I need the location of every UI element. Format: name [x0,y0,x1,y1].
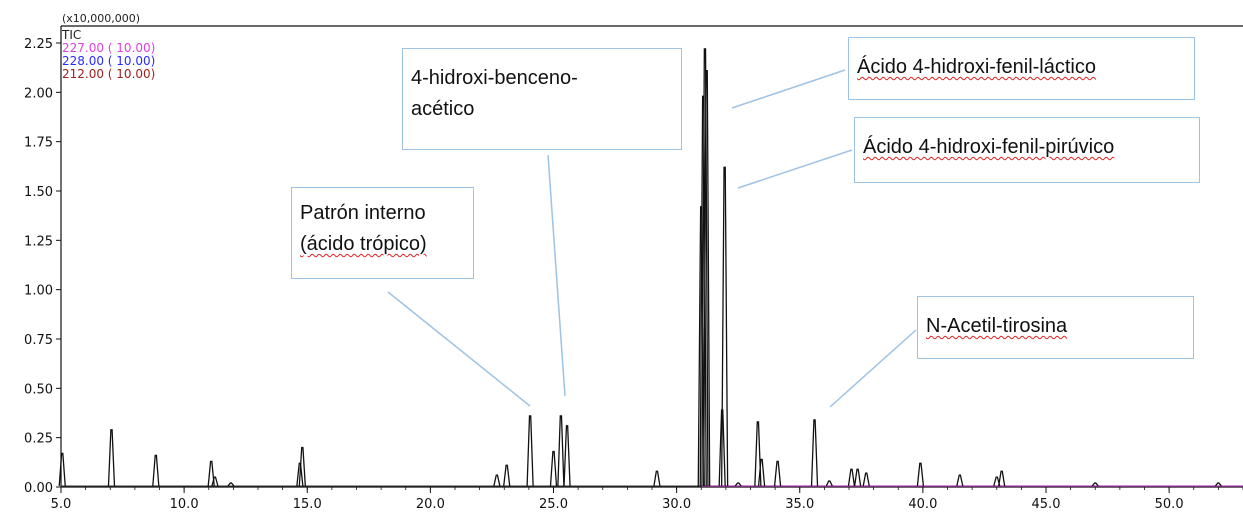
tic-peak [107,429,116,487]
tic-peak [993,476,1001,487]
annotation-acido-piruvico: Ácido 4-hidroxi-fenil-pirúvico [854,117,1200,183]
y-tick-label: 2.25 [24,37,53,52]
legend-entry: TIC [61,28,81,42]
connector-piruvico [737,149,853,189]
annotation-benceno-line1: 4-hidroxi-benceno- [411,67,578,89]
annotation-patron-interno: Patrón interno (ácido trópico) [291,187,474,279]
legend-entry: 228.00 ( 10.00) [62,54,155,68]
y-tick-label: 1.00 [24,284,53,299]
tic-peak [703,69,711,487]
tic-peak [847,468,856,487]
x-tick-label: 40.0 [908,497,937,512]
tic-peak [998,470,1006,487]
tic-peak [211,476,219,487]
axes: (x10,000,000) 0.00 0.25 0.50 0.75 1.00 1.25 1.5… [24,12,1243,512]
tic-peak [734,482,742,487]
annotation-n-acetil-tirosina: N-Acetil-tirosina [917,296,1194,359]
tic-peak [757,458,766,487]
x-tick-label: 15.0 [293,497,322,512]
tic-peak [810,419,819,487]
tic-trace [58,48,1243,487]
callout-connectors [387,69,917,408]
y-tick-label: 1.25 [24,234,53,249]
tic-peak [207,460,215,487]
tic-peak [754,421,762,487]
legend-entry: 227.00 ( 10.00) [62,41,155,55]
y-tick-label: 1.50 [24,185,53,200]
x-tick-label: 30.0 [662,497,691,512]
y-tick-label: 0.50 [24,382,53,397]
connector-patron [387,291,531,407]
annotation-patron-line2: (ácido trópico) [300,233,427,255]
tic-peak [1091,482,1099,487]
tic-peak [503,464,511,487]
legend-entry: 212.00 ( 10.00) [62,67,155,81]
tic-peak [773,460,782,487]
connector-acetil [829,329,917,408]
tic-peak [557,415,565,487]
tic-peak [563,425,571,487]
x-tick-label: 50.0 [1155,497,1184,512]
tic-peak [526,415,534,487]
tic-peak [701,48,709,487]
y-tick-label: 2.00 [24,86,53,101]
tic-peak [549,450,558,487]
y-tick-label: 0.00 [24,481,53,496]
tic-peak [916,462,925,487]
x-tick-label: 45.0 [1032,497,1061,512]
tic-peak [493,474,501,487]
connector-benceno [547,154,566,397]
tic-peak [296,462,304,487]
x-tick-label: 5.0 [51,497,72,512]
tic-peak [825,480,833,487]
tic-peak [862,472,870,487]
x-tick-label: 25.0 [539,497,568,512]
x-tick-label: 35.0 [785,497,814,512]
tic-peak [853,468,862,487]
tic-peak [152,454,160,487]
tic-peak [720,166,729,487]
annotation-benceno-acetico: 4-hidroxi-benceno- acético [402,48,682,150]
annotation-patron-line1: Patrón interno [300,202,426,224]
y-tick-label: 0.25 [24,432,53,447]
annotation-acido-lactico: Ácido 4-hidroxi-fenil-láctico [848,37,1195,100]
tic-peak [58,452,66,487]
connector-lactico [731,69,846,109]
x-tick-label: 20.0 [416,497,445,512]
y-scale-label: (x10,000,000) [62,12,140,25]
tic-peak [227,482,235,487]
y-tick-label: 1.75 [24,136,53,151]
annotation-benceno-line2: acético [411,98,475,120]
y-tick-label: 0.75 [24,333,53,348]
tic-peak [653,470,661,487]
tic-peak [1214,482,1222,487]
x-tick-label: 10.0 [170,497,199,512]
tic-peak [956,474,964,487]
